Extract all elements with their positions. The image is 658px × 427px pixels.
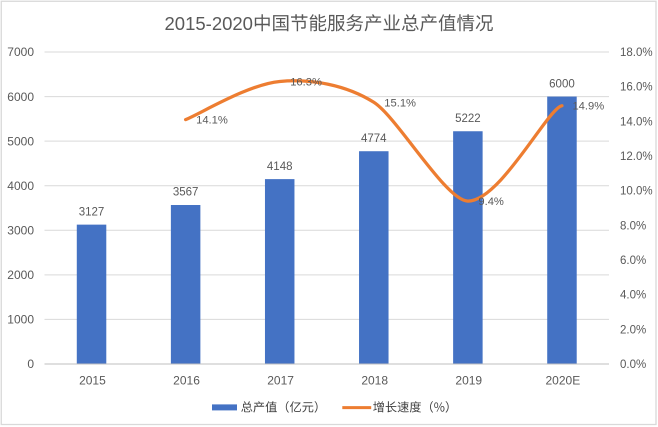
svg-text:5000: 5000 (7, 134, 34, 148)
svg-text:9.4%: 9.4% (478, 196, 504, 208)
svg-text:2016: 2016 (173, 373, 200, 387)
svg-text:16.3%: 16.3% (290, 76, 322, 88)
svg-text:2017: 2017 (267, 373, 294, 387)
svg-text:15.1%: 15.1% (384, 97, 416, 109)
svg-text:4.0%: 4.0% (620, 290, 646, 302)
svg-text:18.0%: 18.0% (620, 47, 653, 59)
svg-text:3567: 3567 (173, 187, 199, 199)
svg-text:1000: 1000 (7, 313, 34, 327)
svg-text:16.0%: 16.0% (620, 82, 653, 94)
svg-text:2018: 2018 (361, 373, 388, 387)
svg-text:12.0%: 12.0% (620, 151, 653, 163)
svg-text:6000: 6000 (7, 90, 34, 104)
svg-text:5222: 5222 (455, 113, 481, 125)
svg-text:7000: 7000 (7, 45, 34, 59)
svg-text:2019: 2019 (455, 373, 482, 387)
svg-text:0: 0 (27, 357, 34, 371)
svg-text:2020E: 2020E (546, 373, 581, 387)
svg-text:4000: 4000 (7, 179, 34, 193)
svg-text:2000: 2000 (7, 268, 34, 282)
svg-text:4148: 4148 (267, 161, 293, 173)
svg-text:10.0%: 10.0% (620, 186, 653, 198)
svg-text:14.9%: 14.9% (572, 101, 604, 113)
svg-text:6.0%: 6.0% (620, 255, 646, 267)
svg-text:6000: 6000 (549, 78, 575, 90)
svg-text:8.0%: 8.0% (620, 220, 646, 232)
svg-text:3000: 3000 (7, 223, 34, 237)
svg-text:2015: 2015 (79, 373, 106, 387)
svg-text:14.0%: 14.0% (620, 116, 653, 128)
svg-text:2.0%: 2.0% (620, 324, 646, 336)
svg-text:3127: 3127 (79, 206, 105, 218)
svg-text:0.0%: 0.0% (620, 359, 646, 371)
svg-text:14.1%: 14.1% (196, 115, 228, 127)
svg-text:4774: 4774 (361, 133, 387, 145)
svg-text:2015-2020: 2015-2020 (165, 13, 253, 34)
